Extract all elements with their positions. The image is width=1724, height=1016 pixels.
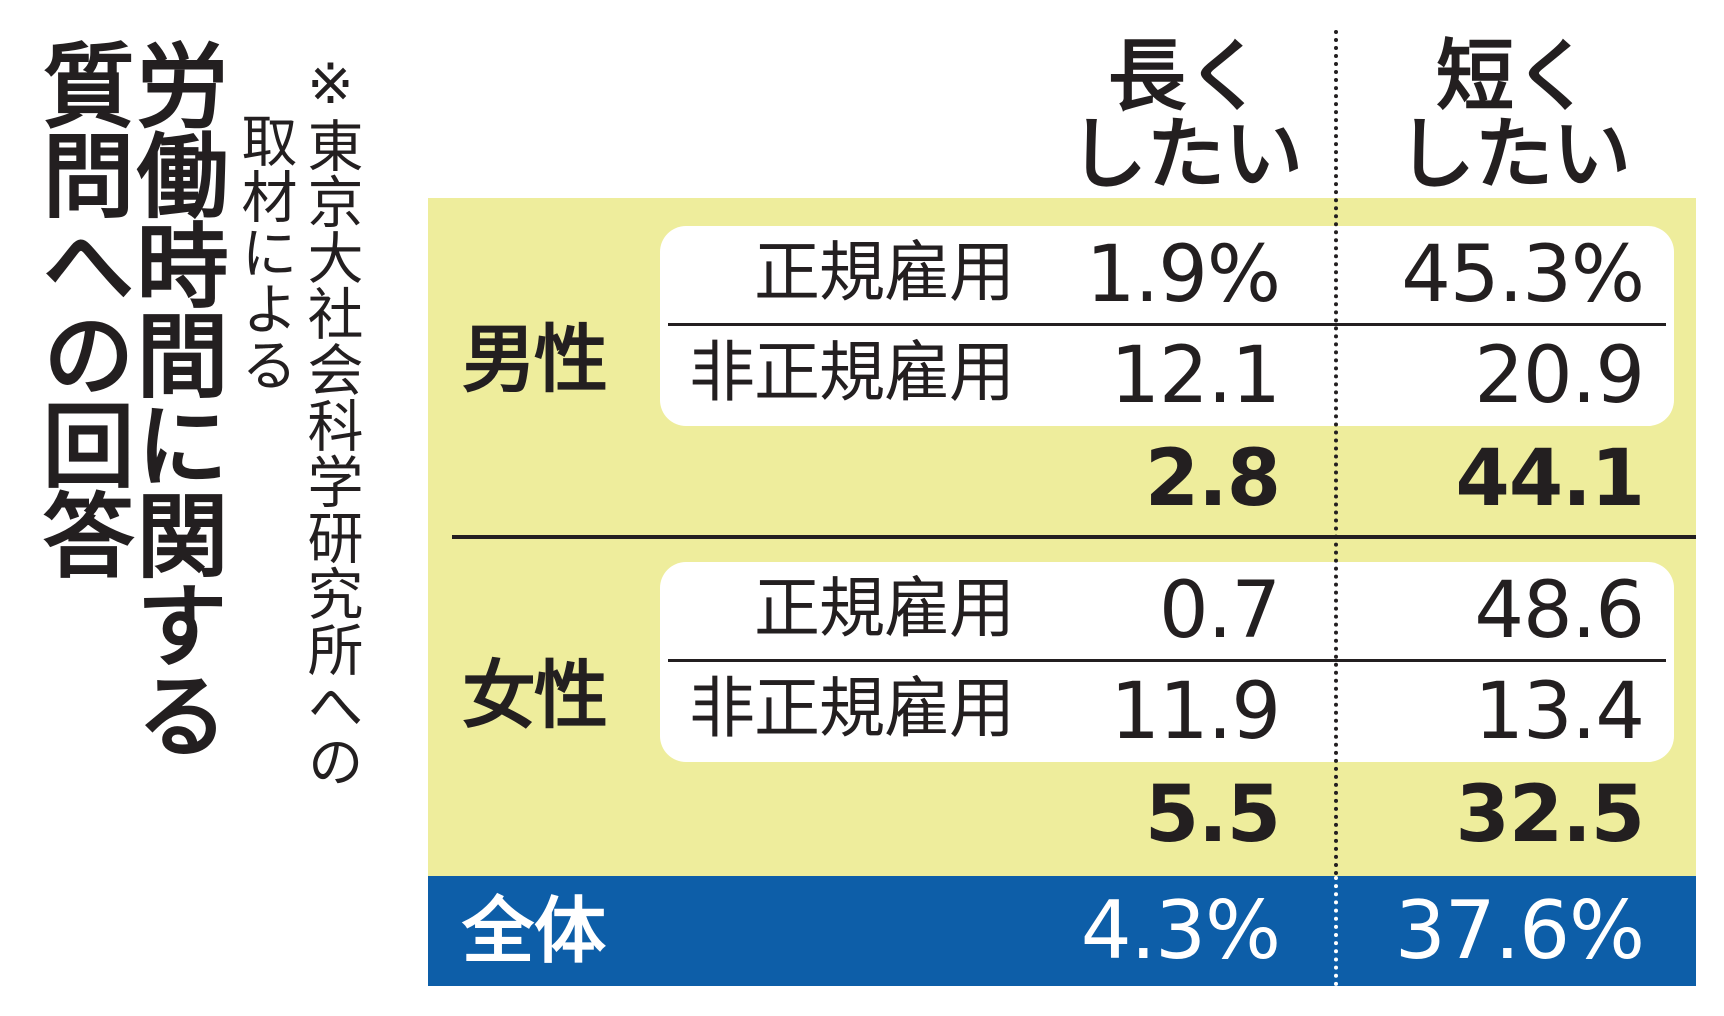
row-label-male-regular: 正規雇用 — [754, 234, 1015, 311]
row-label-male-nonregular: 非正規雇用 — [689, 334, 1015, 411]
column-header-longer: 長く したい — [1068, 32, 1303, 200]
column-separator — [1334, 30, 1338, 876]
row-label-female-nonregular: 非正規雇用 — [689, 670, 1015, 747]
value-male-subtotal-longer: 2.8 — [1144, 434, 1281, 524]
group-label-female: 女性 — [462, 653, 608, 739]
row-label-female-regular: 正規雇用 — [754, 570, 1015, 647]
male-detail-card — [660, 226, 1674, 426]
source-note-line-1: ※東京大社会科学研究所への — [298, 52, 363, 789]
value-female-regular-shorter: 48.6 — [1474, 566, 1645, 656]
value-female-regular-longer: 0.7 — [1158, 566, 1281, 656]
chart-title-line-2: 質問への回答 — [27, 38, 134, 578]
total-label: 全体 — [462, 889, 607, 973]
female-detail-card — [660, 562, 1674, 762]
column-separator-total — [1334, 876, 1338, 986]
group-divider — [452, 535, 1696, 539]
value-male-nonregular-shorter: 20.9 — [1474, 331, 1645, 421]
chart-title-line-1: 労働時間に関する — [121, 38, 228, 758]
value-total-longer: 4.3% — [1080, 884, 1281, 977]
value-female-subtotal-shorter: 32.5 — [1455, 770, 1645, 860]
value-female-nonregular-shorter: 13.4 — [1474, 667, 1645, 757]
source-note-line-2: 取材による — [232, 112, 297, 392]
group-label-male: 男性 — [462, 317, 608, 403]
female-row-divider — [668, 659, 1666, 662]
value-male-regular-shorter: 45.3% — [1401, 230, 1645, 320]
value-female-subtotal-longer: 5.5 — [1144, 770, 1281, 860]
value-male-regular-longer: 1.9% — [1085, 230, 1281, 320]
value-male-nonregular-longer: 12.1 — [1110, 331, 1281, 421]
value-male-subtotal-shorter: 44.1 — [1455, 434, 1645, 524]
total-row-bar — [428, 876, 1696, 986]
value-total-shorter: 37.6% — [1394, 884, 1645, 977]
column-header-shorter: 短く したい — [1396, 32, 1631, 200]
male-row-divider — [668, 323, 1666, 326]
value-female-nonregular-longer: 11.9 — [1110, 667, 1281, 757]
